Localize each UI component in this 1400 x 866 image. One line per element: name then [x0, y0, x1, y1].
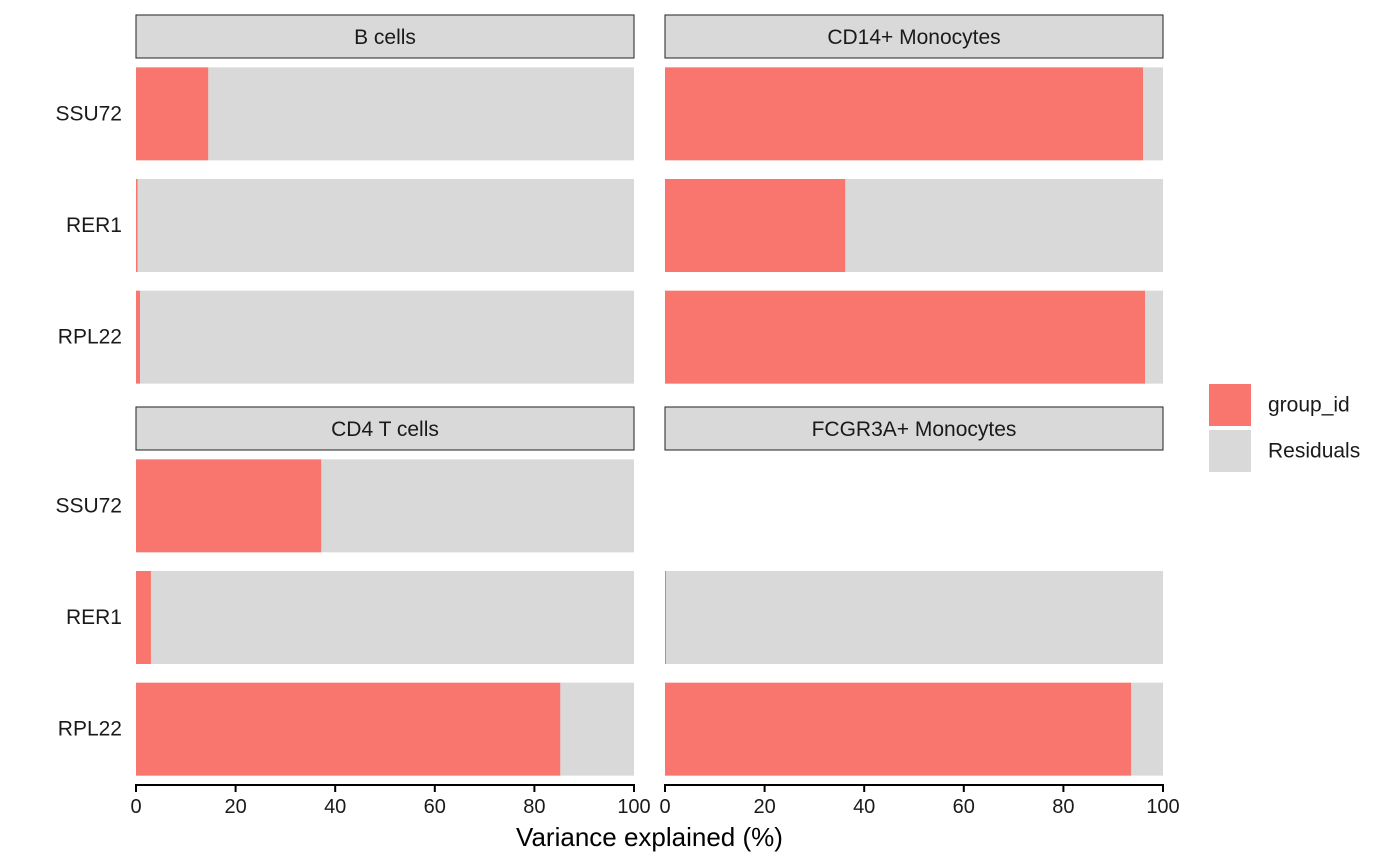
y-label-rpl22-row1: RPL22 — [58, 326, 122, 349]
bar-group-id-b-cells-ssu72 — [136, 67, 209, 161]
bar-group-id-cd14-monocytes-rer1 — [665, 179, 846, 272]
y-label-ssu72-row1: SSU72 — [55, 102, 122, 125]
bar-group-id-cd4-t-cells-rpl22 — [136, 682, 561, 776]
panel-title-fcgr3a-monocytes: FCGR3A+ Monocytes — [812, 418, 1017, 441]
x-tick-label-1-20: 20 — [224, 796, 246, 818]
bar-group-id-cd4-t-cells-rer1 — [136, 571, 151, 664]
panel-strip-cd14-monocytes — [664, 14, 1164, 59]
bar-residuals-cd14-monocytes-rer1 — [845, 179, 1163, 272]
bar-residuals-fcgr3a-monocytes-rpl22 — [1131, 682, 1163, 776]
panel-title-b-cells: B cells — [354, 26, 416, 49]
bar-residuals-cd4-t-cells-rer1 — [150, 571, 634, 664]
x-tick-label-2-100: 100 — [1146, 796, 1179, 818]
y-label-ssu72-row2: SSU72 — [55, 494, 122, 517]
panel-strip-fcgr3a-monocytes — [664, 406, 1164, 451]
bar-residuals-fcgr3a-monocytes-rer1 — [665, 571, 1163, 664]
bar-group-id-fcgr3a-monocytes-rer1 — [665, 571, 666, 664]
panel-title-cd14-monocytes: CD14+ Monocytes — [827, 26, 1000, 49]
panel-title-cd4-t-cells: CD4 T cells — [331, 418, 439, 441]
bar-residuals-cd14-monocytes-rpl22 — [1145, 290, 1163, 384]
bar-group-id-fcgr3a-monocytes-rpl22 — [665, 682, 1132, 776]
x-tick-label-2-20: 20 — [753, 796, 775, 818]
y-label-rpl22-row2: RPL22 — [58, 718, 122, 741]
legend-key-group-id — [1209, 384, 1251, 426]
x-tick-label-1-80: 80 — [523, 796, 545, 818]
bar-residuals-cd4-t-cells-rpl22 — [560, 682, 634, 776]
bar-residuals-cd14-monocytes-ssu72 — [1143, 67, 1163, 161]
y-label-rer1-row2: RER1 — [66, 606, 122, 629]
bar-residuals-b-cells-ssu72 — [208, 67, 634, 161]
x-tick-label-1-0: 0 — [130, 796, 141, 818]
bar-group-id-cd14-monocytes-ssu72 — [665, 67, 1144, 161]
bar-residuals-b-cells-rpl22 — [139, 290, 634, 384]
bar-group-id-b-cells-rpl22 — [136, 290, 140, 384]
legend-label-residuals: Residuals — [1268, 440, 1360, 463]
x-tick-label-1-100: 100 — [617, 796, 650, 818]
legend-label-group-id: group_id — [1268, 394, 1350, 417]
x-tick-label-2-40: 40 — [853, 796, 875, 818]
bar-residuals-cd4-t-cells-ssu72 — [321, 459, 634, 553]
x-axis-title: Variance explained (%) — [516, 822, 783, 852]
panel-strip-cd4-t-cells — [135, 406, 635, 451]
x-tick-label-2-0: 0 — [659, 796, 670, 818]
bar-group-id-cd4-t-cells-ssu72 — [136, 459, 322, 553]
x-tick-label-1-40: 40 — [324, 796, 346, 818]
panel-strip-b-cells — [135, 14, 635, 59]
x-tick-label-2-80: 80 — [1052, 796, 1074, 818]
x-tick-label-1-60: 60 — [424, 796, 446, 818]
bar-group-id-cd14-monocytes-rpl22 — [665, 290, 1146, 384]
x-tick-label-2-60: 60 — [953, 796, 975, 818]
bar-residuals-b-cells-rer1 — [137, 179, 634, 272]
y-label-rer1-row1: RER1 — [66, 214, 122, 237]
legend-key-residuals — [1209, 430, 1251, 472]
bar-group-id-b-cells-rer1 — [136, 179, 138, 272]
